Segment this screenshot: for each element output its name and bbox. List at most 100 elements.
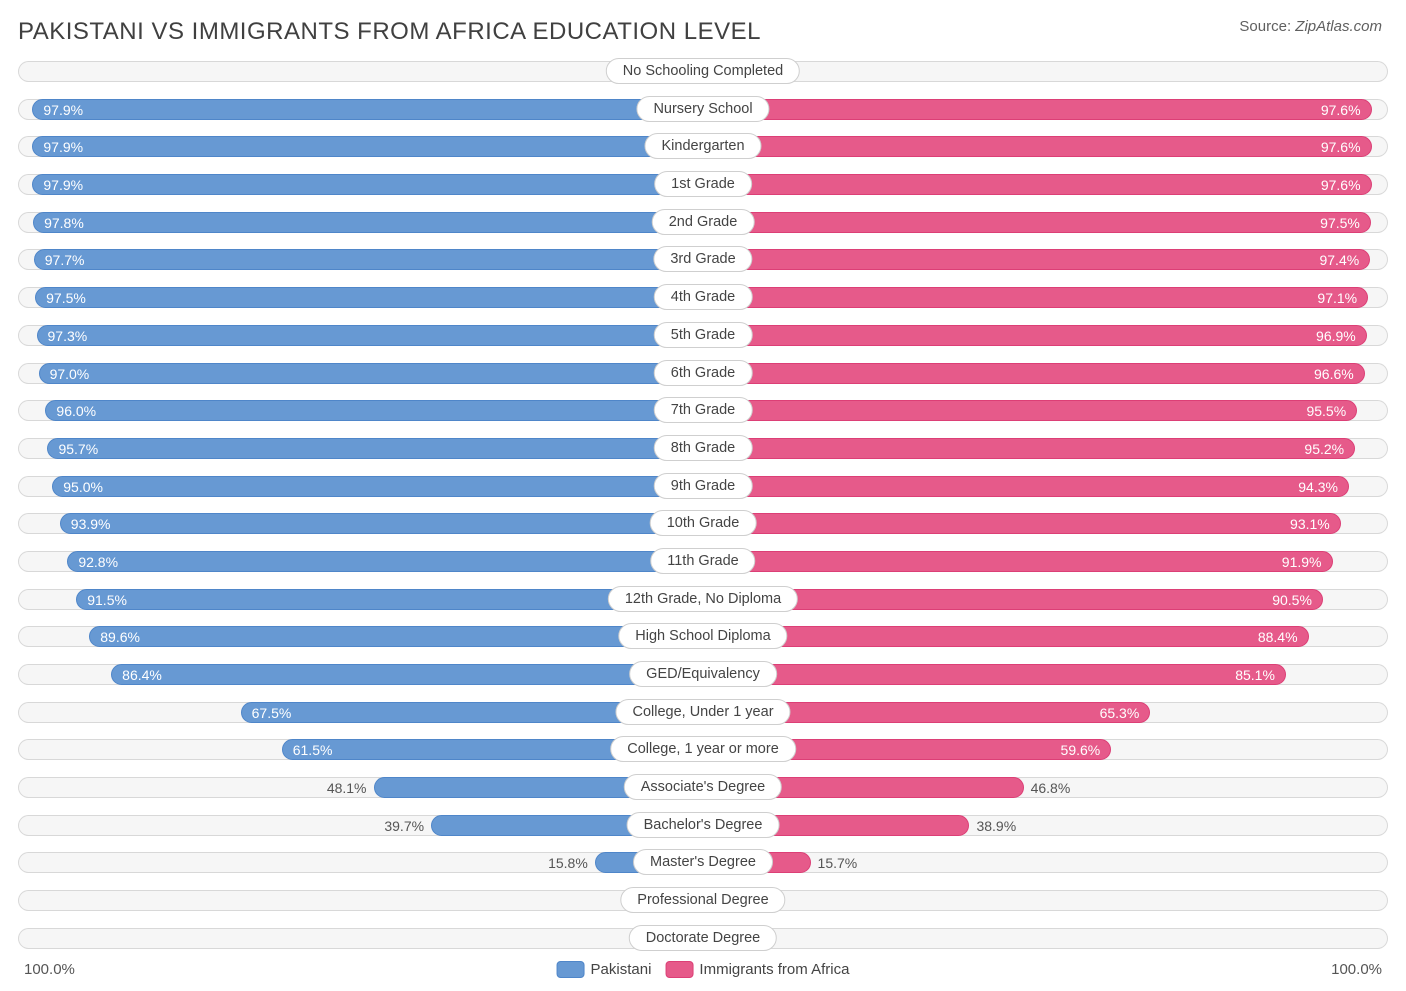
source-name: ZipAtlas.com (1295, 18, 1382, 35)
bar-right: 95.5% (703, 400, 1357, 421)
category-label: Professional Degree (620, 887, 785, 913)
category-label: 1st Grade (654, 171, 752, 197)
chart-row: 95.7% 95.2%8th Grade (18, 431, 1388, 465)
chart-footer: 100.0% Pakistani Immigrants from Africa … (0, 961, 1406, 991)
bar-right: 93.1% (703, 513, 1341, 534)
chart-row: 97.5% 97.1% 4th Grade (18, 280, 1388, 314)
bar-value-right: 97.6% (1321, 175, 1361, 196)
chart-row: 96.0%95.5%7th Grade (18, 393, 1388, 427)
bar-value-left: 97.9% (43, 100, 83, 121)
category-label: 12th Grade, No Diploma (608, 586, 798, 612)
chart-row: 91.5%90.5%12th Grade, No Diploma (18, 582, 1388, 616)
track-left (18, 61, 703, 82)
axis-left-label: 100.0% (24, 961, 75, 978)
bar-value-right: 97.4% (1319, 250, 1359, 271)
category-label: Associate's Degree (624, 774, 782, 800)
bar-right: 97.6% (703, 99, 1372, 120)
bar-value-right: 91.9% (1282, 552, 1322, 573)
bar-left: 96.0% (45, 400, 703, 421)
bar-value-right: 97.5% (1320, 213, 1360, 234)
bar-value-left: 93.9% (71, 514, 111, 535)
bar-value-right: 94.3% (1298, 477, 1338, 498)
bar-value-left: 97.5% (46, 288, 86, 309)
bar-value-right: 65.3% (1100, 703, 1140, 724)
bar-right: 97.5% (703, 212, 1371, 233)
bar-left: 95.0% (52, 476, 703, 497)
bar-value-right: 85.1% (1235, 665, 1275, 686)
chart-title: PAKISTANI VS IMMIGRANTS FROM AFRICA EDUC… (18, 18, 761, 46)
source-label: Source: (1239, 18, 1291, 35)
bar-value-right: 93.1% (1290, 514, 1330, 535)
bar-value-right: 97.6% (1321, 100, 1361, 121)
bar-value-left: 86.4% (122, 665, 162, 686)
bar-value-left: 95.7% (58, 439, 98, 460)
track-left (18, 928, 703, 949)
bar-left: 97.0% (39, 363, 703, 384)
category-label: 2nd Grade (652, 209, 755, 235)
chart-row: 89.6% 88.4%High School Diploma (18, 619, 1388, 653)
chart-header: PAKISTANI VS IMMIGRANTS FROM AFRICA EDUC… (0, 0, 1406, 54)
category-label: Doctorate Degree (629, 925, 777, 951)
legend-item-left: Pakistani (557, 961, 652, 978)
category-label: 3rd Grade (653, 246, 752, 272)
chart-row: 97.7% 97.4% 3rd Grade (18, 242, 1388, 276)
bar-value-right: 15.7% (818, 853, 858, 874)
chart-row: 4.8%4.6%Professional Degree (18, 883, 1388, 917)
chart-row: 97.9% 97.6%Kindergarten (18, 129, 1388, 163)
bar-value-left: 91.5% (87, 590, 127, 611)
legend-swatch-right (665, 961, 693, 978)
category-label: Master's Degree (633, 849, 773, 875)
bar-value-left: 67.5% (252, 703, 292, 724)
category-label: 4th Grade (654, 284, 753, 310)
bar-value-left: 97.0% (50, 364, 90, 385)
bar-value-left: 97.9% (43, 137, 83, 158)
chart-row: 97.9% 97.6% 1st Grade (18, 167, 1388, 201)
legend-label-left: Pakistani (591, 961, 652, 978)
bar-right: 97.1% (703, 287, 1368, 308)
bar-value-left: 92.8% (78, 552, 118, 573)
bar-right: 96.9% (703, 325, 1367, 346)
bar-left: 97.7% (34, 249, 703, 270)
bar-value-left: 89.6% (100, 627, 140, 648)
bar-left: 97.3% (37, 325, 704, 346)
chart-row: 48.1%46.8%Associate's Degree (18, 770, 1388, 804)
bar-value-left: 97.9% (43, 175, 83, 196)
legend-label-right: Immigrants from Africa (699, 961, 849, 978)
bar-right: 94.3% (703, 476, 1349, 497)
bar-left: 95.7% (47, 438, 703, 459)
legend-swatch-left (557, 961, 585, 978)
bar-value-left: 97.8% (44, 213, 84, 234)
chart-row: 97.0%96.6%6th Grade (18, 356, 1388, 390)
category-label: GED/Equivalency (629, 661, 777, 687)
chart-row: 15.8% 15.7% Master's Degree (18, 845, 1388, 879)
chart-row: 39.7%38.9%Bachelor's Degree (18, 808, 1388, 842)
track-left (18, 890, 703, 911)
category-label: 10th Grade (650, 510, 757, 536)
bar-value-left: 15.8% (548, 853, 588, 874)
bar-left: 97.9% (32, 99, 703, 120)
bar-value-left: 95.0% (63, 477, 103, 498)
category-label: Kindergarten (644, 133, 761, 159)
category-label: College, Under 1 year (615, 699, 790, 725)
bar-right: 95.2% (703, 438, 1355, 459)
chart-row: 86.4% 85.1% GED/Equivalency (18, 657, 1388, 691)
bar-value-left: 97.7% (45, 250, 85, 271)
bar-value-left: 97.3% (48, 326, 88, 347)
category-label: High School Diploma (618, 623, 787, 649)
bar-value-right: 95.5% (1306, 401, 1346, 422)
bar-value-left: 39.7% (384, 816, 424, 837)
category-label: 8th Grade (654, 435, 753, 461)
bar-right: 88.4% (703, 626, 1309, 647)
bar-right: 97.4% (703, 249, 1370, 270)
category-label: Nursery School (636, 96, 769, 122)
bar-value-right: 97.1% (1317, 288, 1357, 309)
bar-left: 97.5% (35, 287, 703, 308)
bar-value-left: 61.5% (293, 740, 333, 761)
chart-legend: Pakistani Immigrants from Africa (557, 961, 850, 978)
category-label: 11th Grade (650, 548, 755, 574)
chart-row: 97.8% 97.5% 2nd Grade (18, 205, 1388, 239)
track-right (703, 61, 1388, 82)
chart-row: 67.5% 65.3% College, Under 1 year (18, 695, 1388, 729)
bar-right: 97.6% (703, 136, 1372, 157)
legend-item-right: Immigrants from Africa (665, 961, 849, 978)
